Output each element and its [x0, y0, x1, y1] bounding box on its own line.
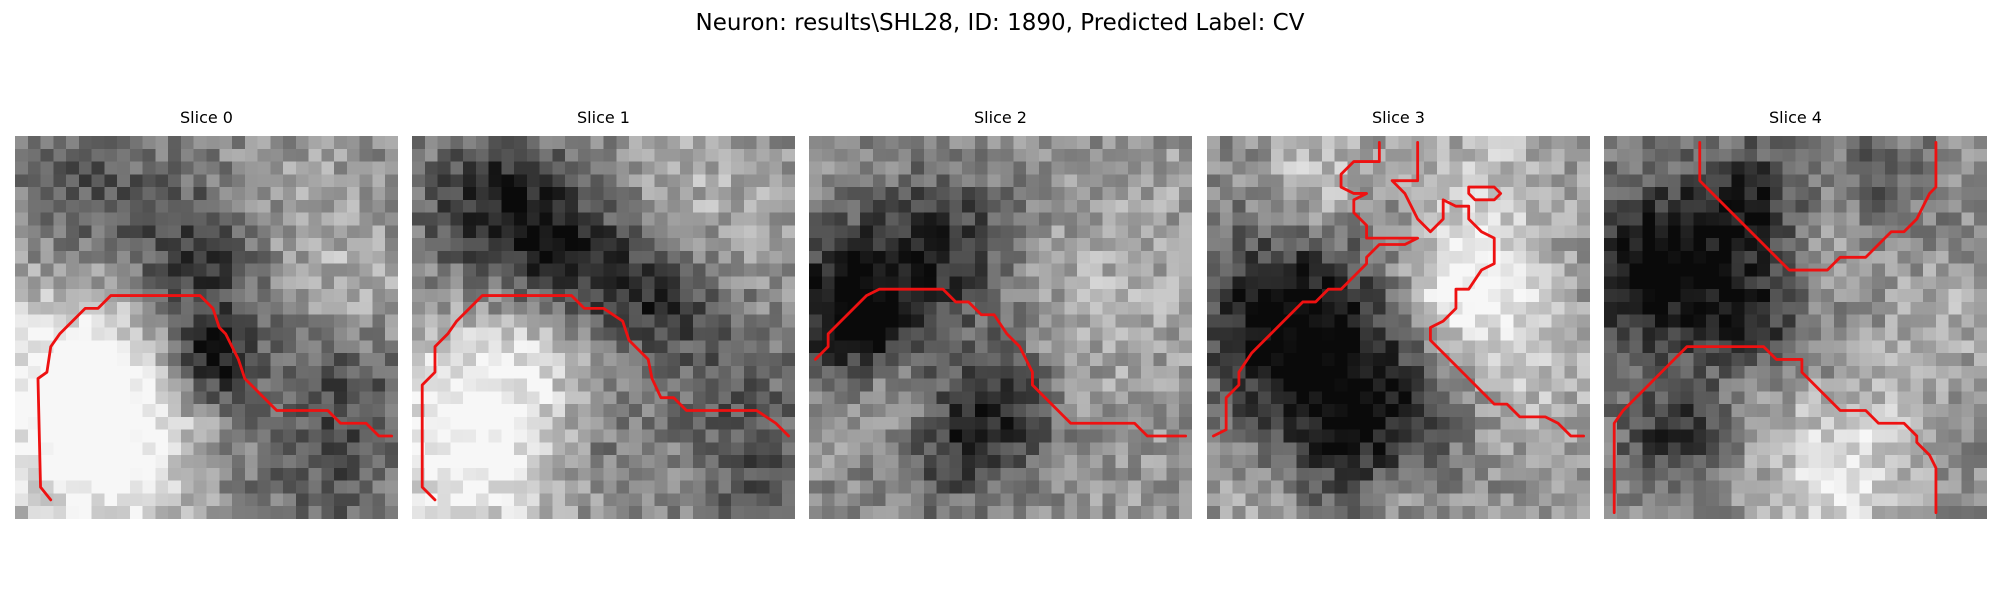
slice-title: Slice 1 — [577, 108, 630, 127]
pixel-grid — [412, 136, 795, 519]
slice-panel-0: Slice 0 — [15, 108, 398, 519]
contour-line — [813, 287, 1188, 438]
pixel-grid — [809, 136, 1192, 519]
pixel-grid — [1207, 136, 1590, 519]
pixel-grid — [15, 136, 398, 519]
contour-line — [36, 294, 394, 502]
slice-panel-4: Slice 4 — [1604, 108, 1987, 519]
pixel-grid — [1604, 136, 1987, 519]
slice-title: Slice 3 — [1372, 108, 1425, 127]
slice-title: Slice 4 — [1769, 108, 1822, 127]
contour-line — [1612, 345, 1938, 515]
slice-image — [1207, 136, 1590, 519]
slice-title: Slice 0 — [180, 108, 233, 127]
contour-line — [1467, 185, 1503, 202]
contour-line — [1390, 140, 1586, 438]
slice-image — [412, 136, 795, 519]
slice-image — [15, 136, 398, 519]
slice-panel-3: Slice 3 — [1207, 108, 1590, 519]
slice-title: Slice 2 — [974, 108, 1027, 127]
slice-panel-1: Slice 1 — [412, 108, 795, 519]
contour-line — [420, 294, 791, 502]
figure-title: Neuron: results\SHL28, ID: 1890, Predict… — [695, 10, 1305, 36]
slice-panel-2: Slice 2 — [809, 108, 1192, 519]
slice-image — [1604, 136, 1987, 519]
contour-line — [1698, 140, 1938, 272]
contour-line — [1211, 140, 1420, 438]
slice-image — [809, 136, 1192, 519]
